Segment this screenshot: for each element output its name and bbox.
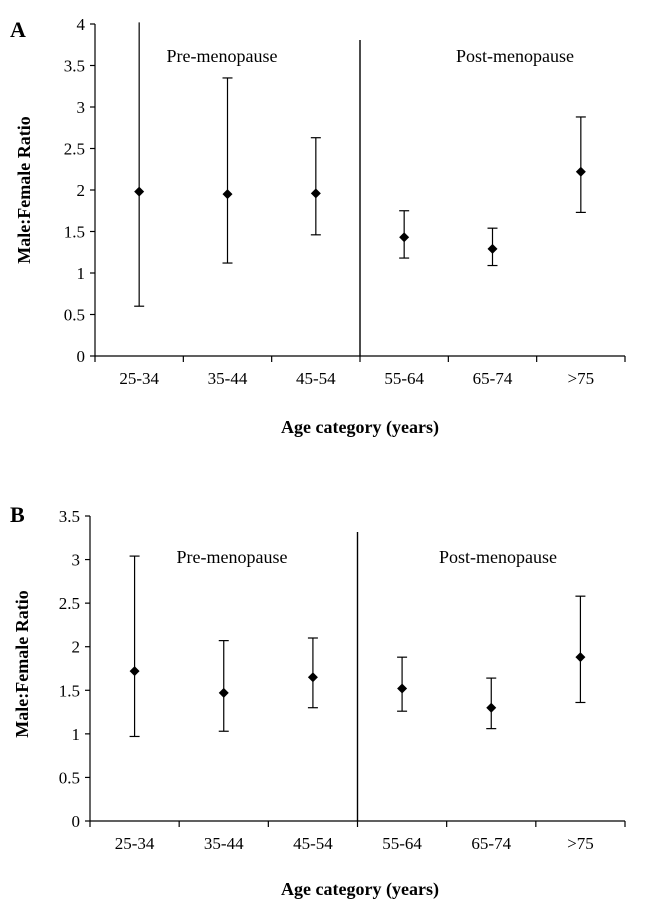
panel-a-data-point <box>399 232 410 243</box>
panel-a-region-post-menopause: Post-menopause <box>456 46 574 66</box>
panel-a-y-tick-label: 1 <box>77 264 86 283</box>
panel-b-y-tick-label: 0 <box>72 812 81 831</box>
panel-a-y-tick-label: 2 <box>77 181 86 200</box>
panel-b-data-point <box>129 666 140 677</box>
panel-b-data-point <box>307 672 318 683</box>
panel-b-y-tick-label: 3.5 <box>59 507 80 526</box>
panel-b-x-tick-label: 35-44 <box>204 834 244 853</box>
panel-a-region-pre-menopause: Pre-menopause <box>167 46 278 66</box>
panel-b-y-tick-label: 1 <box>72 725 81 744</box>
panel-b-region-post-menopause: Post-menopause <box>439 547 557 567</box>
panel-a: A Male:Female Ratio Age category (years)… <box>10 15 626 438</box>
panel-b-region-pre-menopause: Pre-menopause <box>177 547 288 567</box>
panel-a-data-point <box>134 186 145 197</box>
panel-a-y-tick-label: 1.5 <box>64 223 85 242</box>
panel-b-data-point <box>575 652 586 663</box>
panel-a-x-tick-label: 45-54 <box>296 369 336 388</box>
panel-b-x-tick-label: 55-64 <box>382 834 422 853</box>
panel-a-data-point <box>310 188 321 199</box>
panel-b-label: B <box>10 502 25 527</box>
panel-b-y-axis-title: Male:Female Ratio <box>12 590 32 737</box>
panel-b-x-tick-label: 65-74 <box>471 834 511 853</box>
panel-a-x-axis-title: Age category (years) <box>281 417 439 438</box>
panel-b-y-tick-label: 2.5 <box>59 594 80 613</box>
panel-a-x-tick-label: >75 <box>568 369 595 388</box>
panel-a-y-tick-label: 4 <box>77 15 86 34</box>
panel-a-data-point <box>575 166 586 177</box>
panel-b-x-tick-label: 45-54 <box>293 834 333 853</box>
panel-a-data-point <box>222 189 233 200</box>
panel-b-y-tick-label: 3 <box>72 551 81 570</box>
panel-a-y-tick-label: 3 <box>77 98 86 117</box>
panel-a-label: A <box>10 17 26 42</box>
panel-a-x-tick-label: 55-64 <box>384 369 424 388</box>
panel-b-y-tick-label: 1.5 <box>59 681 80 700</box>
panel-b-data-point <box>486 702 497 713</box>
panel-b-y-tick-label: 2 <box>72 638 81 657</box>
panel-a-y-tick-label: 3.5 <box>64 57 85 76</box>
panel-b-x-tick-label: 25-34 <box>115 834 155 853</box>
panel-a-y-tick-label: 0.5 <box>64 306 85 325</box>
panel-a-y-axis-title: Male:Female Ratio <box>14 116 34 263</box>
panel-a-x-tick-label: 35-44 <box>208 369 248 388</box>
panel-b-x-axis-title: Age category (years) <box>281 879 439 900</box>
panel-a-y-tick-label: 0 <box>77 347 86 366</box>
panel-b-data-point <box>397 683 408 694</box>
panel-a-data-point <box>487 243 498 254</box>
panel-b: B Male:Female Ratio Age category (years)… <box>10 502 626 900</box>
panel-b-data-point <box>218 687 229 698</box>
panel-a-y-tick-label: 2.5 <box>64 140 85 159</box>
panel-b-y-tick-label: 0.5 <box>59 768 80 787</box>
panel-a-x-tick-label: 65-74 <box>473 369 513 388</box>
panel-b-x-tick-label: >75 <box>567 834 594 853</box>
panel-a-x-tick-label: 25-34 <box>119 369 159 388</box>
